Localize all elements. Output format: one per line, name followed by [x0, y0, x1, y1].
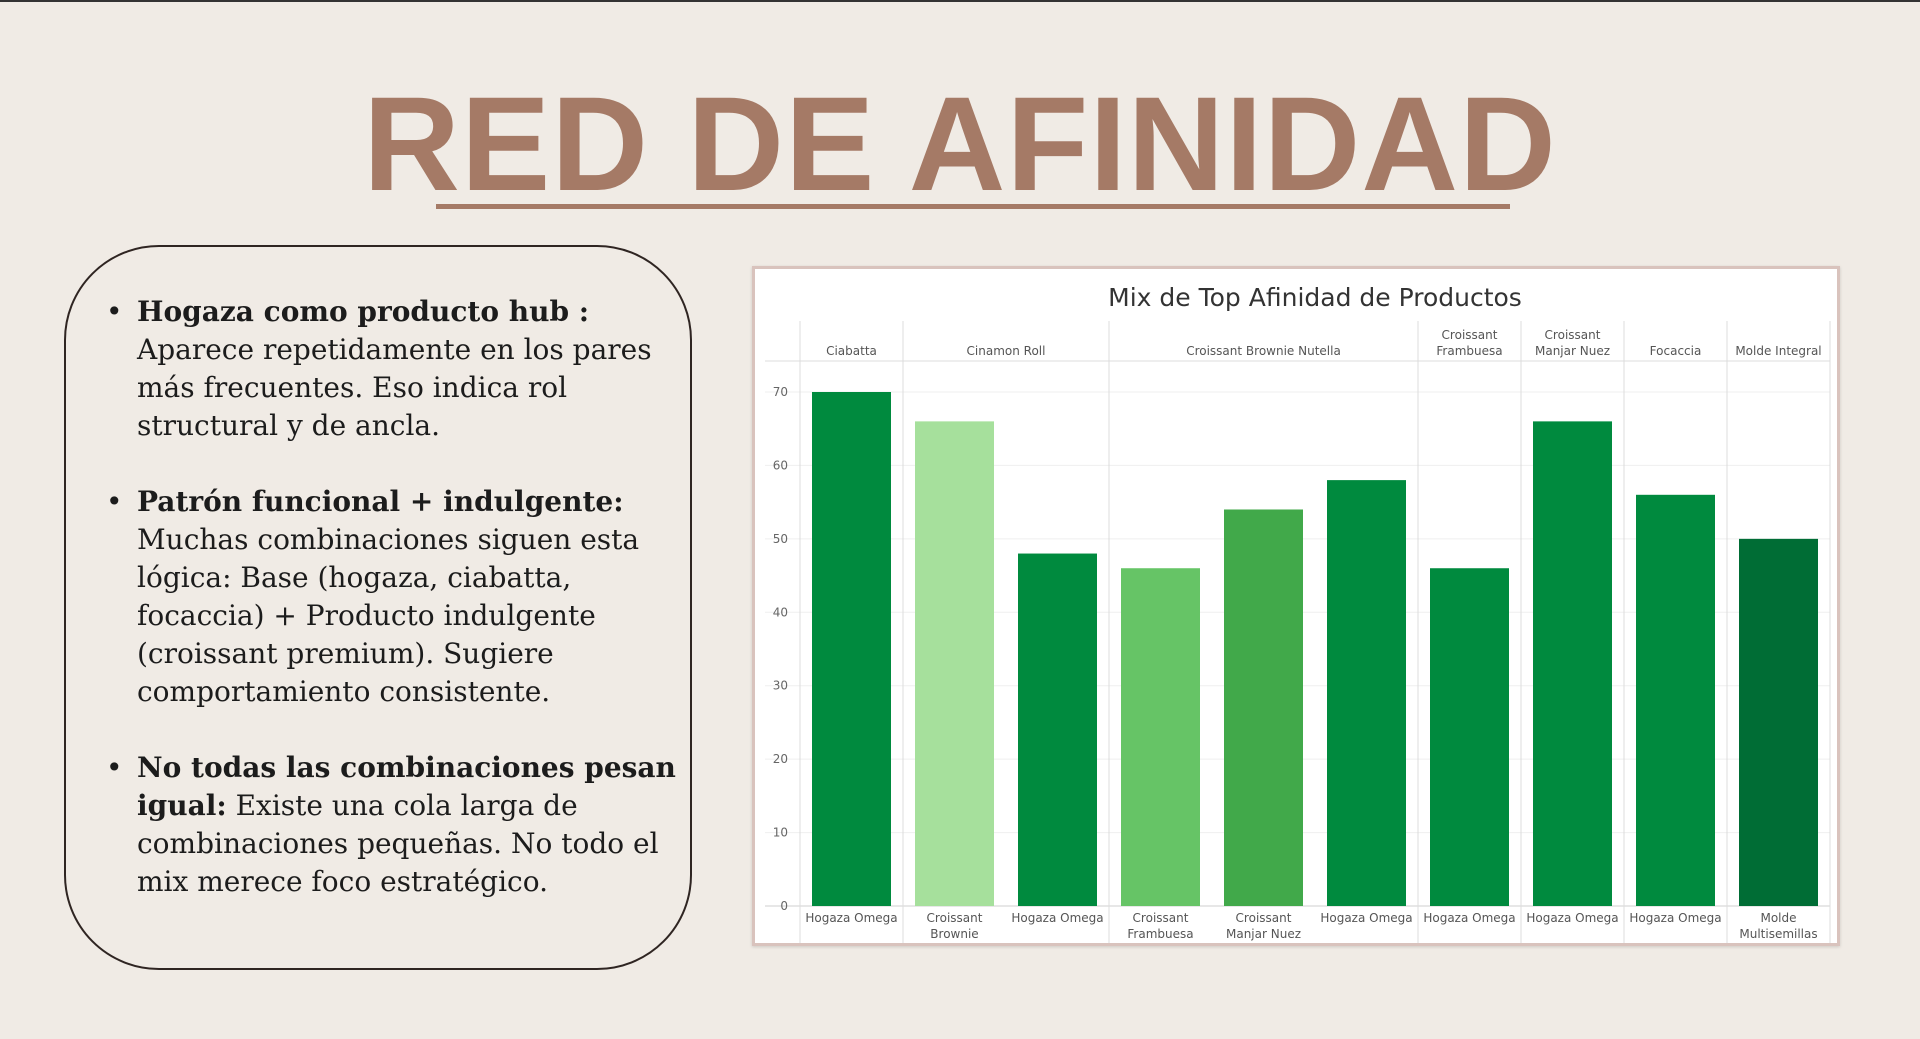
bar	[1739, 538, 1818, 906]
group-header-label: Croissant	[1545, 328, 1601, 342]
group-header-label: Frambuesa	[1436, 344, 1502, 358]
bullet-icon: •	[106, 751, 123, 784]
group-header-label: Molde Integral	[1735, 344, 1821, 358]
y-tick-label: 70	[773, 385, 788, 399]
note-heading: No todas las combinaciones pesan igual:	[137, 751, 676, 822]
group-header-label: Croissant	[1442, 328, 1498, 342]
bar	[1018, 553, 1097, 906]
x-tick-label: Hogaza Omega	[1423, 911, 1515, 925]
note-item: • Patrón funcional + indulgente: Muchas c…	[106, 483, 686, 711]
x-tick-label: Molde	[1760, 911, 1796, 925]
y-tick-label: 40	[773, 605, 788, 619]
chart-title: Mix de Top Afinidad de Productos	[1108, 283, 1522, 312]
bar	[1224, 509, 1303, 906]
x-tick-label: Croissant	[1133, 911, 1189, 925]
x-tick-label: Hogaza Omega	[805, 911, 897, 925]
group-header-label: Ciabatta	[826, 344, 877, 358]
notes-box	[64, 245, 692, 970]
notes-list: • Hogaza como producto hub : Aparece repe…	[106, 293, 686, 939]
note-text: Muchas combinaciones siguen esta lógica:…	[137, 523, 640, 708]
x-tick-label: Brownie	[930, 927, 978, 941]
x-tick-label: Hogaza Omega	[1320, 911, 1412, 925]
bar	[1636, 494, 1715, 906]
note-heading: Patrón funcional + indulgente:	[137, 485, 624, 518]
y-tick-label: 30	[773, 679, 788, 693]
x-tick-label: Hogaza Omega	[1526, 911, 1618, 925]
note-text: Aparece repetidamente en los pares más f…	[137, 333, 652, 442]
bar	[812, 392, 891, 906]
x-tick-label: Croissant	[927, 911, 983, 925]
title-underline	[436, 204, 1510, 209]
group-header-label: Focaccia	[1650, 344, 1702, 358]
bar	[1533, 421, 1612, 906]
y-tick-label: 0	[780, 899, 788, 913]
x-tick-label: Hogaza Omega	[1629, 911, 1721, 925]
note-item: • Hogaza como producto hub : Aparece repe…	[106, 293, 686, 445]
y-tick-label: 50	[773, 532, 788, 546]
slide-title: RED DE AFINIDAD	[363, 70, 1557, 219]
x-tick-label: Multisemillas	[1739, 927, 1817, 941]
y-tick-label: 60	[773, 458, 788, 472]
chart-panel: Mix de Top Afinidad de Productos 0 10 20 30…	[752, 266, 1840, 946]
group-header-label: Cinamon Roll	[967, 344, 1046, 358]
bar	[1327, 480, 1406, 906]
note-text: Existe una cola larga de combinaciones p…	[137, 789, 659, 898]
x-tick-label: Croissant	[1236, 911, 1292, 925]
note-heading: Hogaza como producto hub :	[137, 295, 590, 328]
note-item: • No todas las combinaciones pesan igual:…	[106, 749, 686, 901]
bullet-icon: •	[106, 295, 123, 328]
bar	[1430, 568, 1509, 906]
x-tick-label: Frambuesa	[1127, 927, 1193, 941]
group-header-label: Manjar Nuez	[1535, 344, 1610, 358]
y-tick-label: 10	[773, 826, 788, 840]
top-rule	[0, 0, 1920, 2]
y-tick-label: 20	[773, 752, 788, 766]
group-header-label: Croissant Brownie Nutella	[1186, 344, 1341, 358]
bullet-icon: •	[106, 485, 123, 518]
bar	[915, 421, 994, 906]
x-tick-label: Hogaza Omega	[1011, 911, 1103, 925]
bar	[1121, 568, 1200, 906]
x-tick-label: Manjar Nuez	[1226, 927, 1301, 941]
affinity-bar-chart: Mix de Top Afinidad de Productos 0 10 20 30…	[765, 283, 1831, 943]
